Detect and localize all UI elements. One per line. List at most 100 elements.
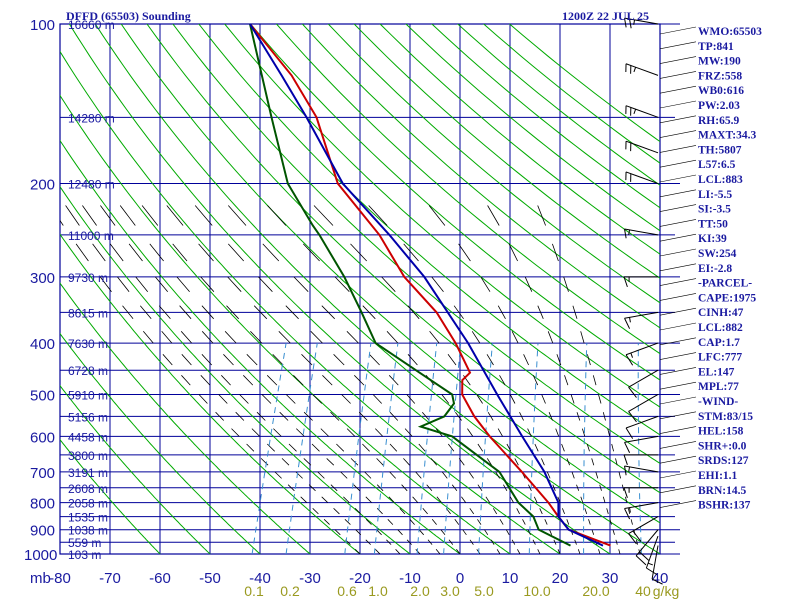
dry-adiabat (60, 332, 261, 554)
index-value: TT:50 (698, 218, 728, 230)
wind-barb (624, 17, 659, 29)
dewpoint-profile (249, 24, 571, 547)
mixing-ratio-line (373, 343, 399, 554)
moist-adiabat (100, 205, 421, 554)
pressure-tick-label: 1000 (24, 547, 57, 564)
height-label: 11000 m (68, 229, 114, 243)
index-leader (659, 278, 697, 286)
stability-indices: WMO:65503 TP:841 MW:190 FRZ:558 WB0:616 PW:2.… (659, 26, 762, 512)
height-label: 3191 m (68, 466, 108, 480)
index-value: WMO:65503 (698, 26, 762, 38)
pressure-tick-label: 900 (30, 523, 55, 540)
chart-title: DFFD (65503) Sounding (66, 9, 191, 23)
pressure-tick-label: 400 (30, 336, 55, 353)
height-label: 1038 m (68, 524, 108, 538)
height-label: 14280 m (68, 111, 115, 125)
index-leader (659, 352, 697, 360)
index-value: -WIND- (698, 396, 738, 408)
mixing-ratio-label: 10.0 (523, 583, 550, 599)
index-value: TH:5807 (698, 144, 742, 156)
height-label: 2058 m (68, 497, 108, 511)
index-value: PW:2.03 (698, 100, 740, 112)
wind-barb (624, 228, 659, 239)
moist-adiabat (119, 205, 441, 554)
dry-adiabat (379, 24, 660, 255)
dry-adiabat (224, 24, 660, 408)
index-leader (659, 367, 697, 375)
index-value: EL:147 (698, 366, 735, 378)
mixing-ratio-line (443, 343, 462, 554)
height-label: 3800 m (68, 449, 108, 463)
mixing-ratio-label: 2.0 (410, 583, 430, 599)
index-leader (659, 100, 697, 109)
mixing-ratio-label: 0.6 (337, 583, 357, 599)
dry-adiabat (60, 438, 161, 554)
mixing-ratio-label: g/kg (653, 583, 679, 599)
index-leader (659, 115, 697, 124)
height-label: 5910 m (68, 388, 108, 402)
index-value: SI:-3.5 (698, 204, 731, 216)
index-leader (659, 396, 697, 405)
wind-barb (625, 140, 659, 154)
moist-adiabats (60, 205, 641, 554)
dry-adiabat (508, 24, 660, 143)
index-leader (659, 470, 697, 479)
temperature-profile (249, 24, 611, 547)
index-value: LCL:883 (698, 174, 743, 186)
index-value: MPL:77 (698, 381, 739, 393)
index-leader (659, 426, 697, 434)
index-value: HEL:158 (698, 426, 744, 438)
index-value: SW:254 (698, 248, 737, 260)
sounding-profiles (249, 24, 611, 547)
wind-barb (623, 454, 658, 466)
wind-barbs (623, 17, 663, 585)
height-label: 2608 m (68, 482, 108, 496)
temperature-tick-label: 20 (552, 570, 569, 587)
index-leader (659, 219, 697, 227)
mixing-ratio-line (416, 343, 438, 554)
mixing-ratio-label: 3.0 (440, 583, 460, 599)
height-label: 4458 m (68, 430, 108, 444)
wind-barb (628, 394, 659, 423)
index-value: KI:39 (698, 233, 727, 245)
pressure-tick-label: 700 (30, 465, 55, 482)
moist-adiabat (82, 205, 401, 554)
mixing-ratio-line (251, 343, 287, 554)
index-value: LI:-5.5 (698, 189, 732, 201)
wind-barb (623, 276, 658, 288)
index-value: SHR+:0.0 (698, 440, 747, 452)
temperature-tick-label: -70 (99, 570, 121, 587)
index-leader (659, 159, 697, 168)
temperature-tick-label: -30 (299, 570, 321, 587)
mixing-ratio-line (285, 343, 318, 554)
height-label: 8615 m (68, 306, 108, 320)
dry-adiabat (198, 24, 660, 436)
dry-adiabat (172, 24, 660, 464)
mixing-ratio-label: 1.0 (368, 583, 388, 599)
wind-barb (645, 535, 659, 576)
wind-barb (628, 369, 659, 398)
index-value: FRZ:558 (698, 70, 742, 82)
pressure-tick-label: 500 (30, 387, 55, 404)
index-leader (659, 56, 697, 64)
moist-adiabat (313, 205, 561, 554)
height-label: 12480 m (68, 178, 115, 192)
index-leader (659, 322, 697, 331)
index-leader (659, 85, 697, 94)
height-label: 559 m (68, 536, 101, 550)
index-value: TP:841 (698, 41, 734, 53)
wind-barb (651, 545, 663, 585)
temperature-tick-label: -10 (399, 570, 421, 587)
wind-barb (625, 63, 659, 76)
wind-barb (624, 435, 659, 453)
index-leader (659, 130, 697, 138)
index-leader (659, 248, 697, 257)
temperature-tick-label: -20 (349, 570, 371, 587)
mixing-ratio-line (637, 343, 642, 554)
mixing-ratio-label: 40 (635, 583, 651, 599)
wind-barb (625, 342, 659, 366)
index-value: BRN:14.5 (698, 485, 746, 497)
temperature-tick-label: 30 (602, 570, 619, 587)
index-leader (659, 233, 697, 242)
